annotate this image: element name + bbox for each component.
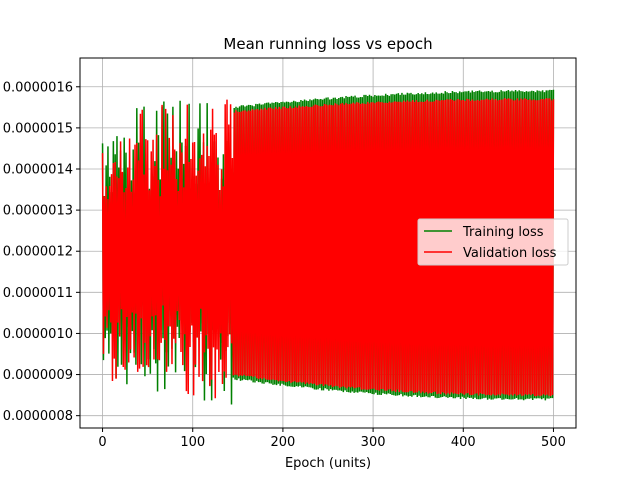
x-axis-label: Epoch (units)	[285, 456, 371, 471]
y-tick-label: 0.0000008	[3, 409, 73, 424]
plot-frame	[79, 57, 577, 429]
chart-title: Mean running loss vs epoch	[223, 35, 432, 53]
legend: Training loss Validation loss	[417, 218, 569, 266]
y-tick-label: 0.0000011	[3, 286, 73, 301]
legend-label-validation: Validation loss	[463, 246, 557, 261]
y-tick-label: 0.0000012	[3, 245, 73, 260]
axis-ticks: 0 100 200 300 400 500 0.0000008 0.0000009 0.0000…	[3, 80, 566, 450]
y-tick-label: 0.0000015	[3, 121, 73, 136]
y-tick-label: 0.0000014	[3, 163, 73, 178]
x-tick-label: 400	[451, 435, 476, 450]
x-tick-label: 500	[541, 435, 566, 450]
y-tick-label: 0.0000013	[3, 204, 73, 219]
x-tick-label: 0	[98, 435, 106, 450]
validation-loss-line	[101, 98, 555, 399]
x-tick-label: 300	[361, 435, 386, 450]
y-tick-label: 0.0000009	[3, 368, 73, 383]
legend-label-training: Training loss	[462, 225, 544, 240]
y-tick-label: 0.0000010	[3, 327, 73, 342]
legend-box	[417, 218, 569, 266]
x-tick-label: 100	[180, 435, 205, 450]
y-tick-label: 0.0000016	[3, 80, 73, 95]
series-lines	[101, 89, 555, 405]
x-tick-label: 200	[270, 435, 295, 450]
